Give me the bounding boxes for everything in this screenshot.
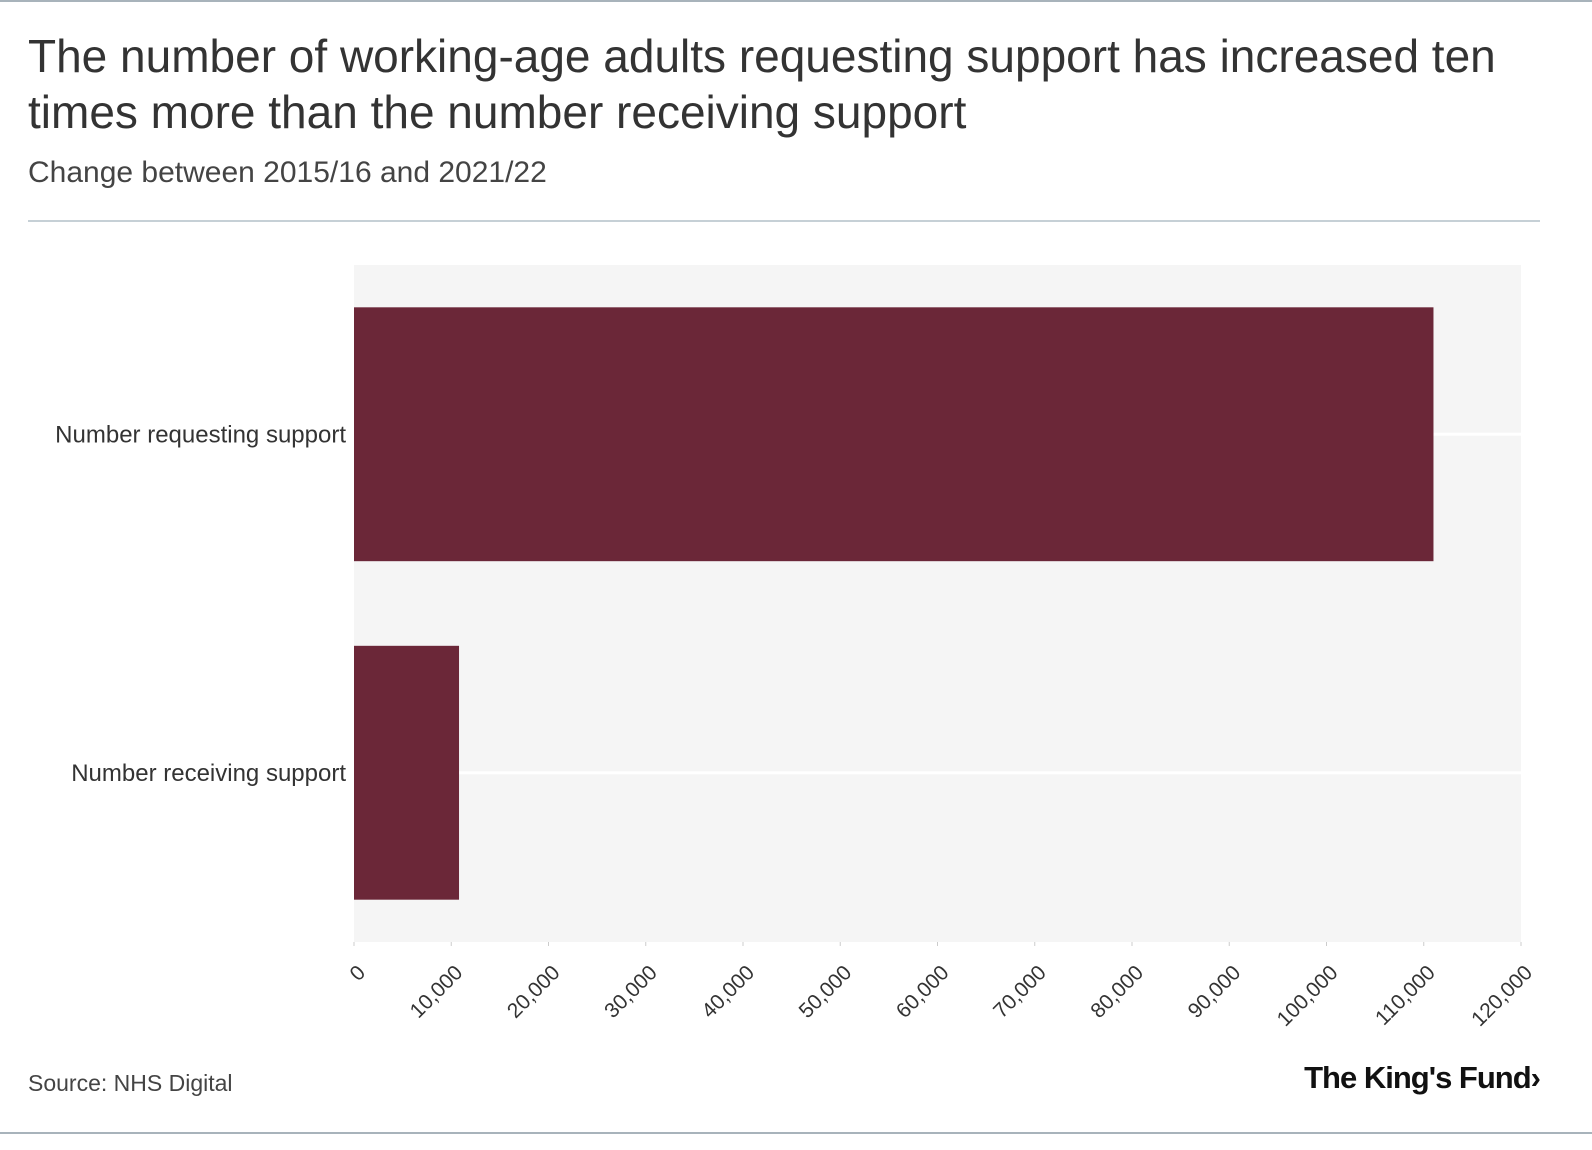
x-tick-label: 10,000 [406, 961, 468, 1023]
x-tick-label: 70,000 [989, 961, 1051, 1023]
category-label: Number requesting support [55, 421, 346, 448]
x-tick-label: 40,000 [697, 961, 759, 1023]
top-border [0, 0, 1592, 2]
x-tick-label: 30,000 [600, 961, 662, 1023]
x-tick-label: 80,000 [1086, 961, 1148, 1023]
chart-subtitle: Change between 2015/16 and 2021/22 [28, 156, 547, 189]
x-tick-label: 60,000 [892, 961, 954, 1023]
x-tick-label: 90,000 [1184, 961, 1246, 1023]
header-divider [28, 220, 1540, 222]
bar-chart: Number requesting support Number receivin… [55, 265, 1537, 1031]
x-tick-label: 110,000 [1371, 961, 1440, 1030]
category-labels: Number requesting support Number receivin… [55, 421, 346, 787]
x-tick-label: 120,000 [1467, 961, 1537, 1031]
x-tick-label: 0 [346, 961, 371, 986]
chart-title: The number of working-age adults request… [28, 30, 1496, 138]
kings-fund-logo[interactable]: The King's Fund› [1304, 1058, 1541, 1098]
x-tick-label: 50,000 [795, 961, 857, 1023]
category-label: Number receiving support [71, 760, 346, 787]
x-tick-label: 20,000 [503, 961, 565, 1023]
source-note: Source: NHS Digital [28, 1070, 233, 1096]
x-axis-ticks: 0 10,000 20,000 30,000 40,000 50,000 60,000 70,… [346, 942, 1537, 1031]
bars [354, 307, 1434, 900]
bottom-border [0, 1132, 1592, 1134]
bar-1[interactable] [354, 645, 460, 900]
logo-text: The King's Fund [1304, 1060, 1532, 1095]
bar-0[interactable] [354, 307, 1434, 562]
logo-chevron-icon: › [1530, 1060, 1541, 1095]
x-tick-label: 100,000 [1273, 961, 1343, 1031]
